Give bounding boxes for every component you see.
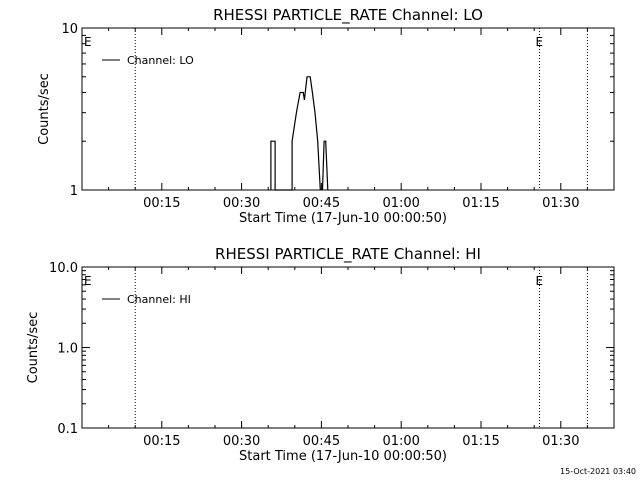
chart-title: RHESSI PARTICLE_RATE Channel: HI <box>215 245 481 264</box>
plot-frame <box>81 27 615 191</box>
event-marker-label: E <box>84 274 92 288</box>
x-tick-label: 01:15 <box>462 434 499 449</box>
x-tick-label: 00:15 <box>143 196 180 211</box>
x-tick-label: 00:45 <box>303 434 340 449</box>
x-tick-label: 01:30 <box>542 434 579 449</box>
x-tick-label: 00:30 <box>223 434 260 449</box>
plot-frame <box>81 266 615 429</box>
event-marker-label: E <box>536 35 544 49</box>
series-line <box>270 76 321 191</box>
x-tick-label: 00:30 <box>223 196 260 211</box>
x-tick-label: 01:00 <box>382 196 419 211</box>
y-tick-label: 10.0 <box>49 261 78 276</box>
x-axis-label: Start Time (17-Jun-10 00:00:50) <box>239 211 447 226</box>
legend-label: Channel: LO <box>127 54 194 67</box>
x-tick-label: 00:45 <box>303 196 340 211</box>
y-tick-label: 0.1 <box>57 422 78 437</box>
event-marker-label: E <box>536 274 544 288</box>
x-tick-label: 00:15 <box>143 434 180 449</box>
y-tick-label: 1 <box>70 184 78 199</box>
x-tick-label: 01:30 <box>542 196 579 211</box>
footer-timestamp: 15-Oct-2021 03:40 <box>560 467 636 476</box>
y-tick-label: 10 <box>61 22 78 37</box>
x-tick-label: 01:15 <box>462 196 499 211</box>
y-axis-label: Counts/sec <box>26 312 41 384</box>
chart-title: RHESSI PARTICLE_RATE Channel: LO <box>213 6 483 25</box>
y-tick-label: 1.0 <box>57 342 78 357</box>
x-tick-label: 01:00 <box>382 434 419 449</box>
event-marker-label: E <box>84 35 92 49</box>
legend-label: Channel: HI <box>127 293 191 306</box>
series-line <box>321 140 329 191</box>
x-axis-label: Start Time (17-Jun-10 00:00:50) <box>239 449 447 464</box>
y-axis-label: Counts/sec <box>37 73 52 145</box>
